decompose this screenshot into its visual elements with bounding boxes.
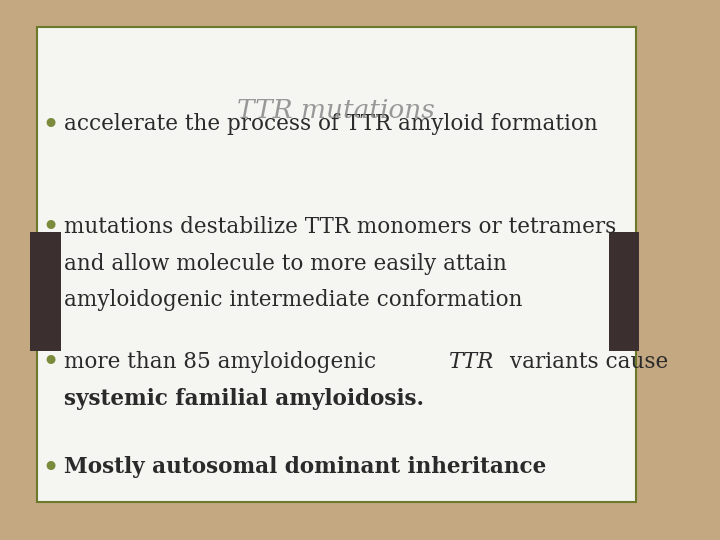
Text: •: • — [41, 111, 60, 140]
Text: amyloidogenic intermediate conformation: amyloidogenic intermediate conformation — [64, 289, 523, 312]
Text: mutations destabilize TTR monomers or tetramers: mutations destabilize TTR monomers or te… — [64, 216, 616, 238]
Text: TTR mutations: TTR mutations — [238, 98, 436, 123]
Text: more than 85 amyloidogenic: more than 85 amyloidogenic — [64, 351, 383, 373]
Text: variants cause: variants cause — [503, 351, 668, 373]
Text: accelerate the process of TTR amyloid formation: accelerate the process of TTR amyloid fo… — [64, 113, 598, 136]
Text: •: • — [41, 348, 60, 377]
Text: and allow molecule to more easily attain: and allow molecule to more easily attain — [64, 253, 507, 275]
Bar — [30, 232, 60, 351]
Text: •: • — [41, 213, 60, 242]
Text: Mostly autosomal dominant inheritance: Mostly autosomal dominant inheritance — [64, 456, 546, 478]
Text: •: • — [41, 454, 60, 483]
Text: systemic familial amyloidosis.: systemic familial amyloidosis. — [64, 388, 424, 410]
Bar — [609, 232, 639, 351]
Text: TTR: TTR — [449, 351, 494, 373]
FancyBboxPatch shape — [37, 27, 636, 502]
